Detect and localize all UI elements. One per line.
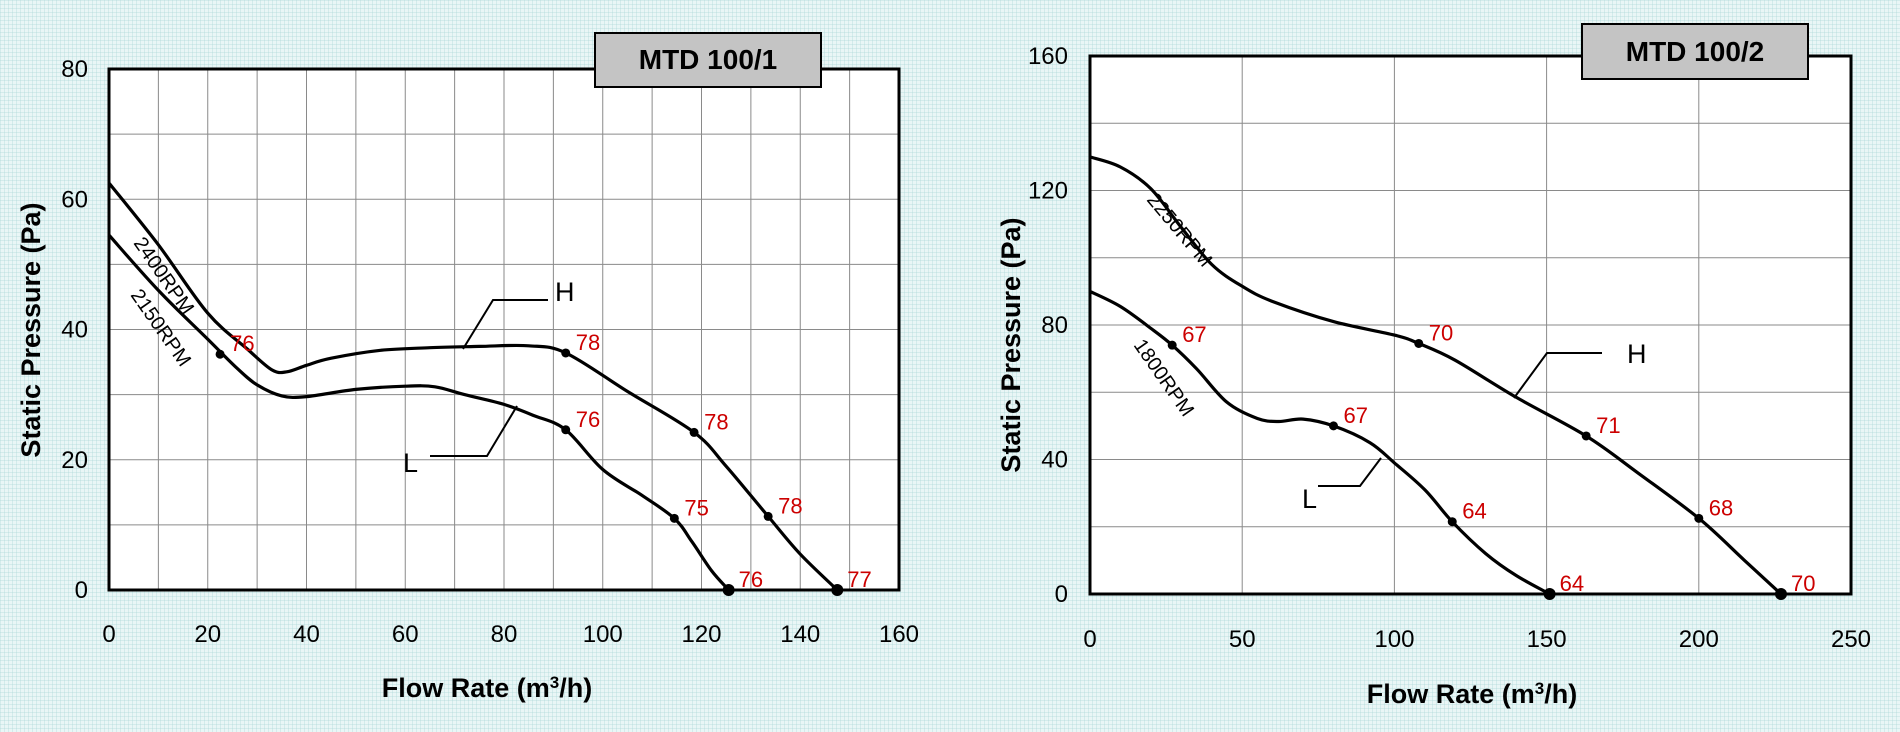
series-line-l (1089, 289, 1551, 596)
y-tick-label: 120 (1028, 178, 1068, 205)
series-line-h (1089, 155, 1783, 596)
data-point (669, 513, 679, 523)
data-point (1694, 513, 1704, 523)
x-axis-title-2: Flow Rate (m3/h) (1367, 679, 1577, 710)
data-point (561, 348, 571, 358)
data-label: 76 (739, 567, 763, 592)
y-tick-label: 0 (75, 577, 88, 604)
data-point (722, 584, 735, 596)
series-label-h-2: H (1627, 339, 1647, 369)
title-box-1 (594, 32, 822, 88)
data-point (1329, 421, 1339, 431)
y-tick-label: 40 (61, 317, 88, 344)
data-label: 76 (230, 331, 254, 356)
x-tick-label: 60 (392, 621, 419, 648)
x-tick-label: 160 (879, 621, 919, 648)
data-label: 78 (704, 409, 728, 434)
series-label-l-2: L (1302, 484, 1317, 514)
data-point (1414, 338, 1424, 348)
data-label: 70 (1429, 320, 1453, 345)
chart-title-2: MTD 100/2 (1626, 36, 1765, 67)
data-point (831, 584, 844, 596)
chart-title-1: MTD 100/1 (639, 44, 778, 75)
points-1 (215, 348, 844, 596)
y-tick-label: 20 (61, 447, 88, 474)
data-point (561, 425, 571, 435)
curves-2 (1089, 155, 1783, 596)
y-ticks-1: 0 20 40 60 80 (61, 56, 88, 604)
x-tick-label: 120 (681, 621, 721, 648)
data-label: 67 (1344, 403, 1368, 428)
x-ticks-1: 0 20 40 60 80 100 120 140 160 (102, 621, 919, 648)
chart-mtd-100-1: 0 20 40 60 80 100 120 140 160 0 20 40 60 80 78 78 78 77… (16, 32, 919, 704)
data-point (763, 511, 773, 521)
plot-frame-1 (107, 67, 901, 592)
data-point (1167, 340, 1177, 350)
data-label: 76 (576, 407, 600, 432)
y-tick-label: 160 (1028, 43, 1068, 70)
x-tick-label: 200 (1679, 626, 1719, 653)
data-label: 78 (778, 493, 802, 518)
x-tick-label: 250 (1831, 626, 1871, 653)
y-axis-title-2: Static Pressure (Pa) (996, 217, 1026, 472)
leader-l-2 (1318, 457, 1382, 487)
x-tick-label: 20 (194, 621, 221, 648)
point-labels-2: 70 71 68 70 67 67 64 64 (1182, 320, 1815, 596)
y-axis-title-1: Static Pressure (Pa) (16, 202, 46, 457)
x-tick-label: 140 (780, 621, 820, 648)
leader-l-1 (430, 405, 518, 457)
leader-h-2 (1513, 352, 1602, 399)
data-label: 70 (1791, 571, 1815, 596)
x-ticks-2: 0 50 100 150 200 250 (1083, 626, 1871, 653)
plot-frame-2 (1088, 54, 1853, 596)
series-line-h (107, 182, 839, 592)
grid-2 (1090, 56, 1851, 594)
data-label: 71 (1596, 413, 1620, 438)
data-label: 77 (847, 567, 871, 592)
x-tick-label: 50 (1229, 626, 1256, 653)
y-ticks-2: 0 40 80 120 160 (1028, 43, 1068, 608)
y-tick-label: 80 (61, 56, 88, 83)
x-axis-title-1: Flow Rate (m3/h) (382, 673, 592, 704)
point-labels-1: 78 78 78 77 76 76 75 76 (230, 330, 872, 592)
data-point (1581, 431, 1591, 441)
data-point (215, 349, 225, 359)
data-label: 67 (1182, 322, 1206, 347)
chart-mtd-100-2: 0 50 100 150 200 250 0 40 80 120 160 70 71 68 70 67 67… (996, 23, 1871, 710)
y-tick-label: 80 (1041, 312, 1068, 339)
y-tick-label: 60 (61, 186, 88, 213)
x-tick-label: 0 (1083, 626, 1096, 653)
series-label-l-1: L (403, 448, 418, 478)
data-label: 75 (684, 495, 708, 520)
data-label: 78 (576, 330, 600, 355)
leader-h-1 (462, 299, 548, 350)
x-tick-label: 100 (583, 621, 623, 648)
x-tick-label: 0 (102, 621, 115, 648)
x-tick-label: 150 (1527, 626, 1567, 653)
x-tick-label: 40 (293, 621, 320, 648)
series-label-h-1: H (555, 277, 575, 307)
data-point (1447, 517, 1457, 527)
y-tick-label: 40 (1041, 447, 1068, 474)
y-tick-label: 0 (1055, 581, 1068, 608)
data-label: 64 (1560, 571, 1584, 596)
data-point (1543, 588, 1556, 600)
x-tick-label: 100 (1374, 626, 1414, 653)
points-2 (1167, 338, 1787, 600)
x-tick-label: 80 (491, 621, 518, 648)
data-point (1774, 588, 1787, 600)
data-point (689, 427, 699, 437)
data-label: 64 (1462, 499, 1486, 524)
data-label: 68 (1709, 495, 1733, 520)
title-box-2 (1581, 23, 1809, 80)
